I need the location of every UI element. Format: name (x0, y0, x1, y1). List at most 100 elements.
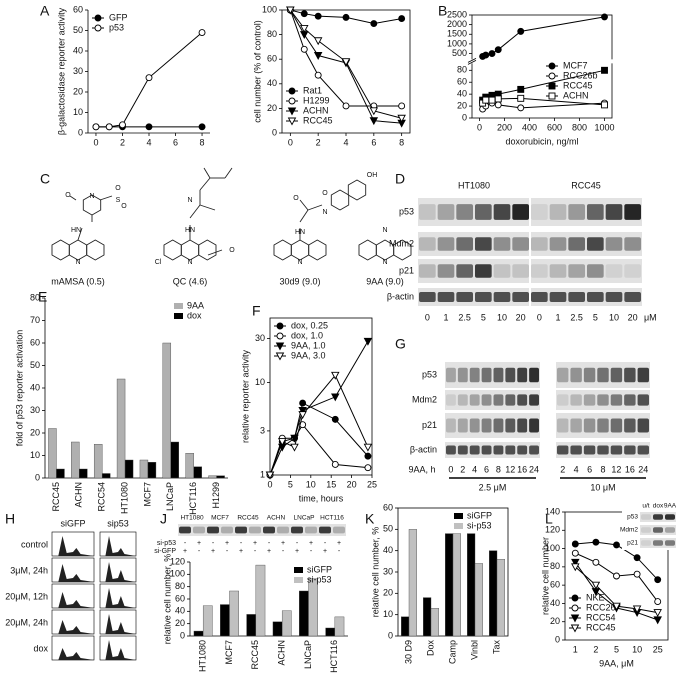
label: u/t (642, 503, 649, 510)
bar (202, 605, 213, 637)
marker (398, 102, 406, 110)
label: 12 (611, 464, 621, 474)
label: siGFP (60, 518, 85, 528)
y-tick-label: 1 (260, 469, 265, 479)
label: 6 (484, 464, 489, 474)
y-tick-label: 120 (170, 556, 185, 566)
blot-band (529, 445, 539, 455)
y-tick-label: 0 (272, 127, 277, 137)
blot-band (557, 367, 569, 383)
label: - (184, 540, 187, 547)
x-tick-label: 600 (547, 122, 562, 132)
blot-band (221, 526, 233, 534)
atom-label: HN (295, 229, 305, 236)
blot-band (583, 367, 596, 383)
label: HCT116 (320, 515, 344, 522)
atom-label: Cl (155, 259, 162, 266)
bar (334, 616, 345, 637)
axis-break (469, 59, 615, 64)
marker (276, 332, 284, 340)
label: + (197, 540, 201, 547)
y-tick-label: 0 (388, 630, 393, 640)
legend-swatch (174, 313, 183, 319)
blot-band (505, 445, 516, 455)
panel-label: D (395, 171, 405, 187)
y-tick-label: 100 (262, 4, 277, 14)
blot-band (437, 204, 455, 220)
ring (273, 239, 292, 261)
y-tick-label: 80 (267, 29, 277, 39)
atom-label: N (187, 197, 192, 204)
atom-label: N (382, 227, 387, 234)
blot-band (437, 264, 455, 278)
marker (571, 563, 580, 572)
blot-band (597, 445, 609, 455)
marker (632, 605, 642, 614)
label: si-GFP (154, 548, 176, 555)
marker (94, 24, 102, 32)
atom-label: N (89, 193, 94, 200)
marker (198, 29, 206, 36)
blot-band (437, 237, 455, 251)
y-tick-label: 3 (260, 425, 265, 435)
marker (488, 96, 496, 104)
marker (517, 27, 525, 35)
histogram (52, 592, 94, 608)
bar (325, 627, 336, 637)
histogram (100, 562, 136, 582)
x-tick-label: Camp (447, 640, 457, 664)
bond (224, 167, 233, 179)
blot-band (641, 527, 651, 533)
label: + (281, 540, 285, 547)
marker (571, 549, 579, 557)
label: - (324, 540, 327, 547)
marker (601, 101, 608, 109)
label: - (226, 548, 229, 555)
blot-band (512, 291, 529, 303)
label: 20μM, 24h (5, 617, 48, 627)
marker (94, 14, 102, 22)
label: 20 (516, 312, 526, 322)
blot-band (457, 418, 468, 433)
x-tick-label: 25 (653, 644, 663, 654)
ring (86, 239, 105, 261)
marker (300, 10, 308, 18)
marker (494, 101, 502, 109)
marker (287, 107, 297, 116)
bar (445, 533, 454, 637)
x-axis-label: doxorubicin, ng/ml (505, 136, 578, 146)
blot-band (531, 204, 548, 220)
y-tick-label: 10 (255, 377, 265, 387)
marker (276, 322, 284, 330)
label: - (240, 540, 243, 547)
marker (265, 471, 275, 480)
label: - (198, 548, 201, 555)
label: si-p53 (157, 540, 176, 547)
marker (331, 461, 339, 468)
bar (496, 559, 505, 637)
histogram (100, 588, 136, 608)
bar (170, 441, 180, 479)
blot-band (529, 394, 539, 406)
blot-band (493, 367, 504, 383)
blot-band (587, 237, 604, 251)
bar (489, 550, 498, 637)
label: + (267, 548, 271, 555)
blot-band (505, 394, 516, 406)
blot-band (605, 264, 623, 278)
ring (163, 239, 182, 261)
label: 5 (481, 312, 486, 322)
y-tick-label: 40 (383, 545, 393, 555)
label: ACHN (267, 515, 286, 522)
marker (341, 58, 351, 67)
x-tick-label: 5 (288, 479, 293, 489)
y-tick-label: 50 (73, 25, 83, 35)
ring (308, 239, 327, 261)
blot-band (557, 418, 569, 433)
label: dox (653, 503, 664, 510)
label: 2.5 (458, 312, 471, 322)
bar (452, 533, 461, 637)
label: 2.5 (570, 312, 583, 322)
marker (517, 94, 525, 102)
blot-band (610, 367, 623, 383)
